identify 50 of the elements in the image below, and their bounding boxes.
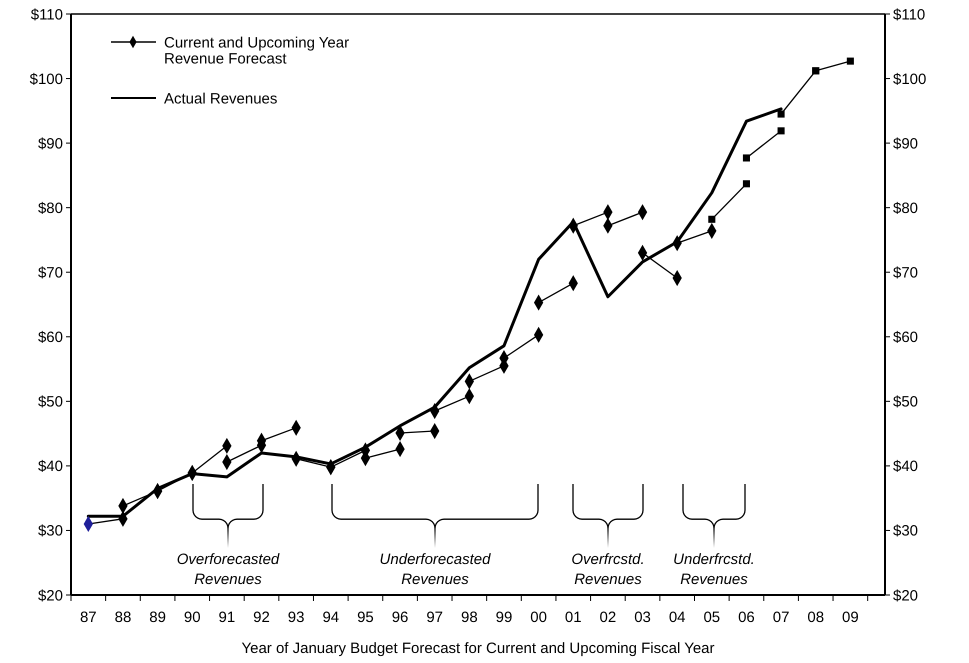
- x-axis-title: Year of January Budget Forecast for Current and Upcoming Fiscal Year: [241, 640, 715, 657]
- x-tick-label: 99: [496, 609, 512, 626]
- x-tick-label: 02: [600, 609, 616, 626]
- x-tick-label: 88: [114, 609, 132, 626]
- y-tick-label: $100: [30, 70, 63, 88]
- annotation: Underfrcstd. Revenues: [673, 551, 755, 588]
- y2-tick-label: $20: [893, 587, 918, 604]
- x-tick-label: 00: [530, 609, 547, 626]
- x-tick-label: 04: [668, 609, 686, 626]
- x-tick-label: 09: [842, 609, 859, 626]
- x-tick-label: 91: [218, 609, 236, 626]
- x-tick-label: 94: [322, 609, 340, 626]
- y-tick-label: $50: [38, 394, 63, 411]
- x-tick-label: 01: [564, 609, 582, 626]
- x-tick-label: 97: [426, 609, 444, 626]
- x-tick-label: 96: [392, 609, 408, 626]
- x-tick-label: 03: [634, 609, 651, 626]
- x-tick-label: 08: [807, 609, 824, 626]
- x-tick-label: 06: [738, 609, 755, 626]
- x-tick-label: 89: [149, 609, 166, 626]
- y-tick-label: $110: [30, 6, 63, 24]
- y-tick-label: $20: [38, 587, 63, 604]
- y2-tick-label: $100: [893, 70, 926, 88]
- x-tick-label: 92: [253, 609, 270, 626]
- y-tick-label: $30: [38, 522, 63, 540]
- x-tick-label: 90: [184, 609, 201, 626]
- y2-tick-label: $50: [893, 394, 918, 411]
- annotation: Underforecasted Revenues: [380, 551, 492, 588]
- y-tick-label: $70: [38, 264, 63, 282]
- x-tick-label: 93: [288, 609, 304, 626]
- x-tick-label: 07: [772, 609, 790, 626]
- legend-label: Actual Revenues: [164, 90, 278, 108]
- legend-label: Current and Upcoming Year Revenue Forecast: [164, 34, 350, 68]
- y-tick-label: $40: [38, 458, 63, 476]
- x-tick-label: 05: [703, 609, 720, 626]
- y-tick-label: $60: [38, 329, 63, 346]
- y-tick-label: $80: [38, 200, 63, 217]
- annotation: Overforecasted Revenues: [176, 551, 280, 588]
- y2-tick-label: $90: [893, 135, 918, 152]
- y2-tick-label: $30: [893, 522, 918, 540]
- y2-tick-label: $40: [893, 458, 918, 476]
- y2-tick-label: $70: [893, 264, 918, 282]
- y2-tick-label: $80: [893, 200, 918, 217]
- x-tick-label: 87: [80, 609, 97, 626]
- annotation: Overfrcstd. Revenues: [571, 551, 645, 588]
- y2-tick-label: $110: [893, 6, 926, 24]
- y2-tick-label: $60: [893, 329, 918, 346]
- x-tick-label: 95: [357, 609, 374, 626]
- x-tick-label: 98: [460, 609, 478, 626]
- y-tick-label: $90: [38, 135, 63, 152]
